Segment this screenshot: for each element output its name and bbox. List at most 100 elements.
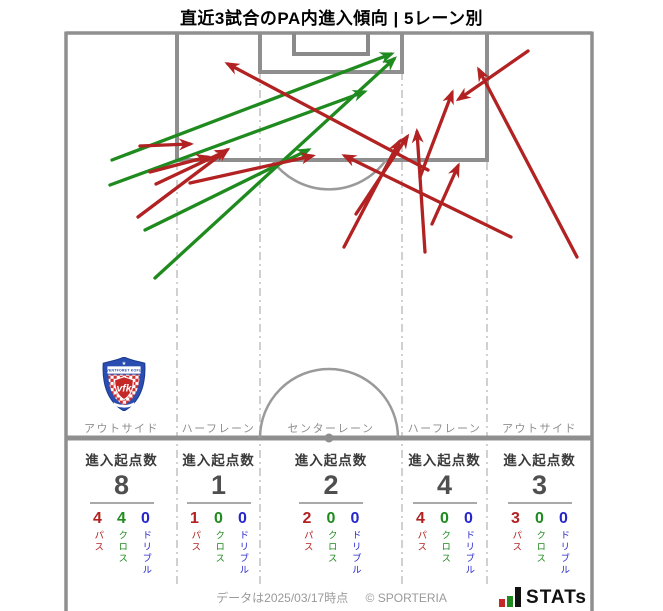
pass-group: 1 パス [187, 510, 202, 554]
dribble-label: ドリブル [237, 530, 249, 577]
cross-group: 0 クロス [211, 511, 226, 565]
cross-count: 0 [214, 510, 223, 528]
entry-count-label: 進入起点数 [294, 453, 368, 468]
dribble-label: ドリブル [463, 530, 475, 577]
entry-count-label: 進入起点数 [182, 453, 255, 468]
pass-label: パス [189, 530, 201, 554]
pass-group: 2 パス [300, 510, 315, 554]
entry-count-value: 8 [113, 470, 130, 500]
dribble-label: ドリブル [558, 530, 570, 577]
lane-stat-column-2: 進入起点数 2 2 パス 0 クロス 0 ドリブル [283, 449, 379, 576]
cross-label: クロス [213, 530, 225, 565]
dribble-group: 0 ドリブル [235, 510, 250, 577]
crest-star: ★ [122, 361, 127, 367]
pitch-lines [64, 31, 594, 611]
pass-label: パス [92, 530, 104, 554]
pass-count: 2 [302, 510, 312, 528]
entry-arrow-pass [342, 138, 401, 249]
dribble-group: 0 ドリブル [348, 510, 363, 577]
cross-group: 4 クロス [114, 511, 129, 565]
lane-label-0: アウトサイド [84, 423, 159, 435]
entry-arrow-pass [148, 153, 211, 174]
cross-count: 0 [326, 510, 336, 528]
cross-group: 0 クロス [532, 511, 547, 565]
dribble-count: 0 [464, 510, 473, 528]
entry-arrow-pass [430, 162, 460, 226]
club-logo: ★ VENTFORET KOFU vfk [102, 357, 146, 411]
entry-arrow-pass [188, 152, 316, 185]
entry-count-underline [89, 502, 154, 505]
entry-arrow-pass [138, 138, 194, 151]
entry-arrow-pass [477, 66, 579, 259]
lane-stat-column-3: 進入起点数 4 4 パス 0 クロス 0 ドリブル [397, 449, 493, 576]
entry-arrow-pass [136, 147, 231, 219]
stats-brand: STATs [498, 586, 587, 607]
pass-count: 4 [416, 510, 425, 528]
pass-count: 1 [190, 510, 199, 528]
dribble-group: 0 ドリブル [556, 510, 571, 577]
entry-arrow-pass [455, 49, 530, 102]
dribble-count: 0 [141, 510, 150, 528]
page-title: 直近3試合のPA内進入傾向 | 5レーン別 [179, 9, 484, 28]
stats-logo-icon [499, 587, 522, 607]
pass-group: 3 パス [508, 510, 523, 554]
entry-count-underline [299, 502, 363, 505]
cross-label: クロス [439, 530, 451, 565]
lane-stat-column-4: 進入起点数 3 3 パス 0 クロス 0 ドリブル [492, 449, 588, 576]
lane-stat-column-0: 進入起点数 8 4 パス 4 クロス 0 ドリブル [74, 449, 170, 576]
stats-logo-text: STATs [526, 587, 587, 608]
crest-banner-text: VENTFORET KOFU [106, 369, 141, 373]
pass-count: 3 [511, 510, 520, 528]
entry-arrow-pass [341, 154, 513, 239]
lane-label-4: アウトサイド [502, 423, 577, 435]
crest-banner [107, 366, 141, 374]
entry-count-underline [186, 502, 251, 505]
cross-count: 0 [535, 510, 544, 528]
copyright: © SPORTERIA [365, 591, 447, 605]
entry-arrow-cross [110, 52, 395, 162]
lane-label-3: ハーフレーン [407, 423, 482, 435]
entry-arrow-cross [153, 56, 397, 280]
dribble-label: ドリブル [349, 530, 361, 577]
entry-count-value: 4 [436, 470, 453, 500]
cross-group: 0 クロス [324, 511, 339, 565]
entry-arrow-pass [224, 62, 430, 172]
crest-monogram: vfk [117, 383, 133, 394]
dribble-group: 0 ドリブル [461, 510, 476, 577]
entry-count-value: 1 [210, 470, 227, 500]
dribble-count: 0 [238, 510, 247, 528]
footer-note: データは2025/03/17時点 © SPORTERIA [0, 589, 663, 606]
data-timestamp: データは2025/03/17時点 [216, 591, 349, 605]
cross-count: 0 [440, 510, 449, 528]
cross-count: 4 [117, 510, 126, 528]
lane-stat-column-1: 進入起点数 1 1 パス 0 クロス 0 ドリブル [171, 449, 267, 576]
pass-label: パス [301, 530, 313, 554]
entry-count-underline [412, 502, 477, 505]
cross-label: クロス [534, 530, 546, 565]
dribble-count: 0 [559, 510, 568, 528]
entry-count-underline [507, 502, 572, 505]
pass-group: 4 パス [90, 511, 105, 554]
entry-count-label: 進入起点数 [503, 453, 576, 468]
lane-label-2: センターレーン [287, 423, 375, 435]
dribble-count: 0 [350, 510, 360, 528]
entry-count-value: 3 [531, 470, 548, 500]
cross-label: クロス [116, 530, 128, 565]
entry-count-label: 進入起点数 [85, 453, 158, 468]
dribble-label: ドリブル [140, 530, 152, 577]
entry-arrow-cross [108, 90, 368, 187]
entry-arrow-pass [418, 89, 454, 179]
dribble-group: 0 ドリブル [138, 510, 153, 577]
pass-label: パス [415, 530, 427, 554]
lane-label-1: ハーフレーン [181, 423, 256, 435]
entry-count-label: 進入起点数 [408, 453, 481, 468]
entry-count-value: 2 [323, 470, 339, 500]
crest-ribbon [113, 402, 135, 408]
pass-group: 4 パス [413, 510, 428, 554]
entry-arrow-layer [108, 49, 579, 280]
cross-group: 0 クロス [437, 511, 452, 565]
entry-arrow-pass [154, 149, 230, 186]
crest-inner-shield [114, 376, 134, 401]
